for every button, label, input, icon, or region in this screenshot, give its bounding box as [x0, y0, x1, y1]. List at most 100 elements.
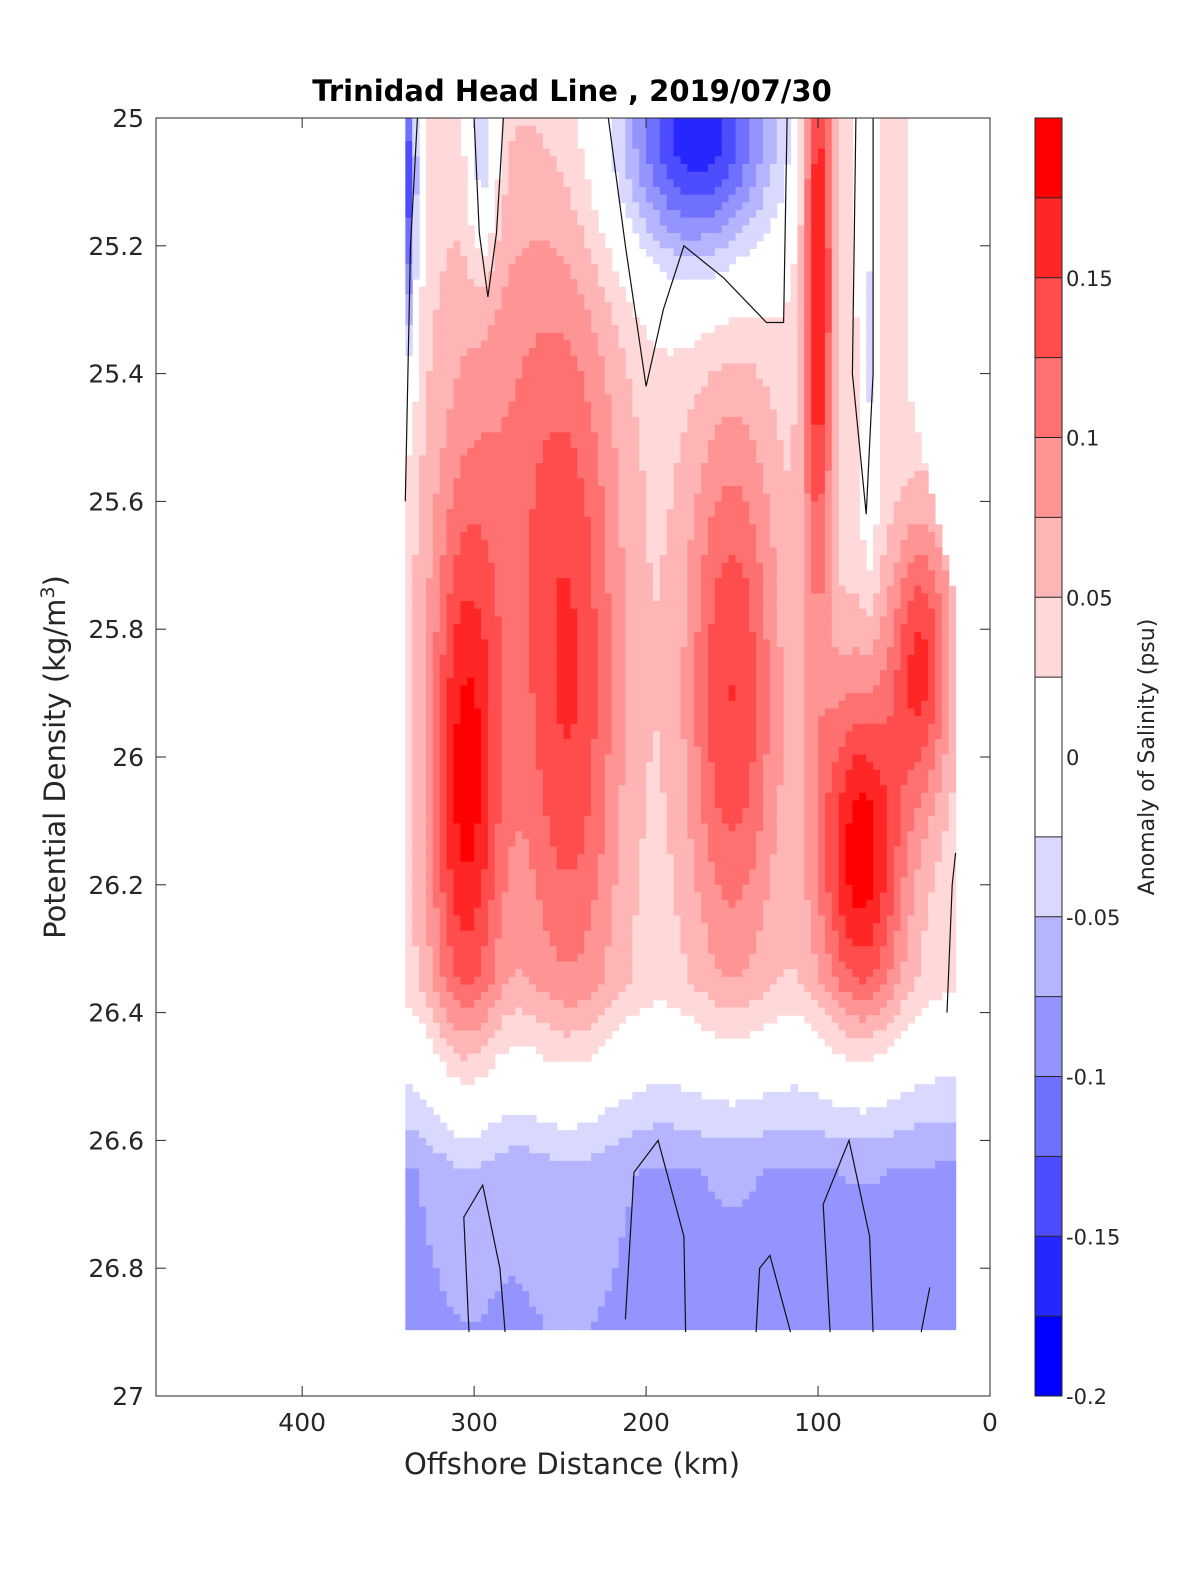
contour-cell [460, 953, 468, 963]
contour-cell [536, 148, 544, 157]
contour-cell [570, 332, 578, 341]
contour-cell [584, 225, 592, 234]
contour-cell [467, 386, 475, 395]
contour-cell [597, 861, 606, 871]
contour-cell [529, 999, 537, 1009]
contour-cell [536, 463, 544, 472]
contour-cell [453, 1022, 461, 1032]
contour-cell [625, 424, 633, 433]
contour-cell [611, 1153, 620, 1162]
contour-cell [632, 616, 640, 625]
contour-cell [446, 1130, 455, 1139]
contour-cell [556, 915, 565, 924]
contour-cell [474, 279, 482, 288]
contour-cell [453, 808, 461, 817]
contour-cell [467, 1007, 475, 1016]
contour-cell [494, 838, 503, 848]
contour-cell [446, 1022, 455, 1032]
contour-cell [522, 861, 530, 871]
contour-cell [625, 1306, 633, 1315]
contour-cell [494, 1022, 503, 1032]
contour-cell [536, 332, 544, 341]
contour-cell [577, 1306, 585, 1315]
contour-cell [542, 470, 551, 479]
contour-cell [563, 463, 572, 472]
contour-cell [419, 294, 427, 303]
contour-cell [508, 976, 516, 986]
contour-cell [632, 1191, 640, 1200]
contour-cell [439, 478, 448, 487]
contour-cell [556, 647, 565, 656]
contour-cell [439, 332, 448, 341]
contour-cell [508, 884, 516, 894]
contour-cell [508, 1260, 516, 1269]
contour-cell [597, 693, 606, 702]
contour-cell [494, 769, 503, 779]
contour-cell [639, 593, 647, 602]
contour-cell [618, 156, 627, 165]
contour-cell [591, 478, 599, 487]
contour-cell [439, 309, 448, 318]
contour-cell [481, 371, 489, 380]
contour-cell [570, 907, 578, 917]
contour-cell [405, 593, 413, 602]
contour-cell [639, 762, 647, 771]
contour-cell [419, 1237, 427, 1246]
contour-cell [481, 547, 489, 556]
contour-cell [467, 1252, 475, 1262]
contour-cell [453, 593, 461, 602]
contour-cell [487, 808, 496, 817]
contour-cell [432, 953, 441, 963]
contour-cell [536, 1252, 544, 1262]
contour-cell [460, 792, 468, 802]
contour-cell [529, 938, 537, 947]
contour-cell [460, 639, 468, 648]
contour-cell [419, 578, 427, 587]
contour-cell [446, 662, 455, 671]
contour-cell [487, 861, 496, 871]
contour-cell [632, 808, 640, 817]
contour-cell [446, 493, 455, 502]
contour-cell [439, 1214, 448, 1223]
contour-cell [474, 593, 482, 602]
contour-cell [508, 133, 516, 142]
contour-cell [481, 409, 489, 418]
contour-cell [549, 639, 558, 648]
contour-cell [549, 424, 558, 433]
contour-cell [474, 302, 482, 311]
contour-cell [591, 869, 599, 878]
contour-cell [556, 838, 565, 848]
contour-cell [611, 1245, 620, 1254]
contour-cell [515, 754, 523, 763]
contour-cell [467, 1283, 475, 1292]
contour-cell [563, 217, 572, 226]
contour-cell [597, 555, 606, 564]
contour-cell [432, 125, 441, 134]
contour-cell [515, 823, 523, 832]
contour-cell [639, 938, 647, 947]
contour-cell [529, 1114, 537, 1124]
contour-cell [412, 578, 420, 587]
contour-cell [597, 800, 606, 809]
contour-cell [556, 156, 565, 165]
contour-cell [515, 187, 523, 196]
contour-cell [508, 202, 516, 211]
contour-cell [419, 838, 427, 848]
contour-cell [405, 946, 413, 955]
contour-cell [460, 593, 468, 602]
contour-cell [529, 1229, 537, 1239]
contour-cell [494, 624, 503, 633]
contour-cell [549, 769, 558, 779]
contour-cell [412, 838, 420, 848]
contour-cell [577, 547, 585, 556]
contour-cell [529, 1145, 537, 1154]
contour-cell [591, 294, 599, 303]
contour-cell [460, 555, 468, 564]
contour-cell [570, 670, 578, 679]
contour-cell [453, 547, 461, 556]
contour-cell [487, 700, 496, 710]
contour-cell [460, 217, 468, 226]
contour-cell [542, 984, 551, 993]
contour-cell [494, 892, 503, 901]
contour-cell [515, 700, 523, 710]
